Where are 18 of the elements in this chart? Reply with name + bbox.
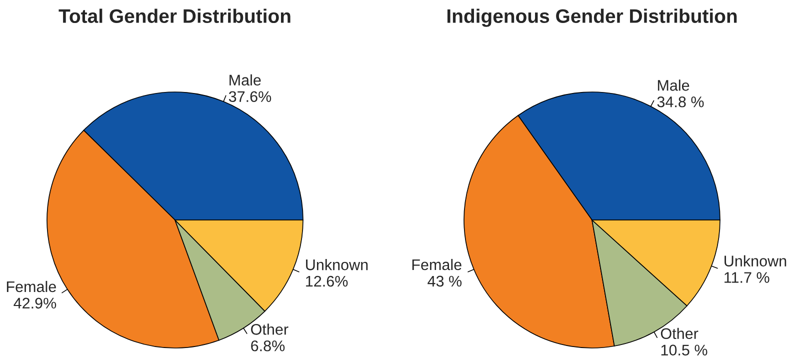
data-label: 12.6% bbox=[306, 276, 348, 287]
data-label: 37.6% bbox=[228, 91, 272, 102]
slice-label: Female bbox=[6, 280, 56, 292]
data-label: 11.7 % bbox=[724, 272, 770, 283]
slice-label: Male bbox=[230, 74, 261, 86]
data-label: 10.5 % bbox=[661, 344, 708, 356]
slice-label: Unknown bbox=[306, 258, 368, 270]
data-label: 42.9% bbox=[14, 298, 56, 309]
slice-label: Other bbox=[251, 324, 288, 335]
data-label: 34.8 % bbox=[657, 96, 704, 108]
slice-label: Other bbox=[660, 328, 698, 340]
chart-title: Indigenous Gender Distribution bbox=[447, 8, 737, 27]
slice-label: Unknown bbox=[724, 255, 786, 266]
data-label: 6.8% bbox=[251, 340, 285, 352]
chart-title: Total Gender Distribution bbox=[58, 8, 290, 23]
slice-label: Female bbox=[412, 258, 462, 270]
data-label: 43 % bbox=[428, 276, 462, 287]
slice-label: Male bbox=[658, 80, 690, 91]
